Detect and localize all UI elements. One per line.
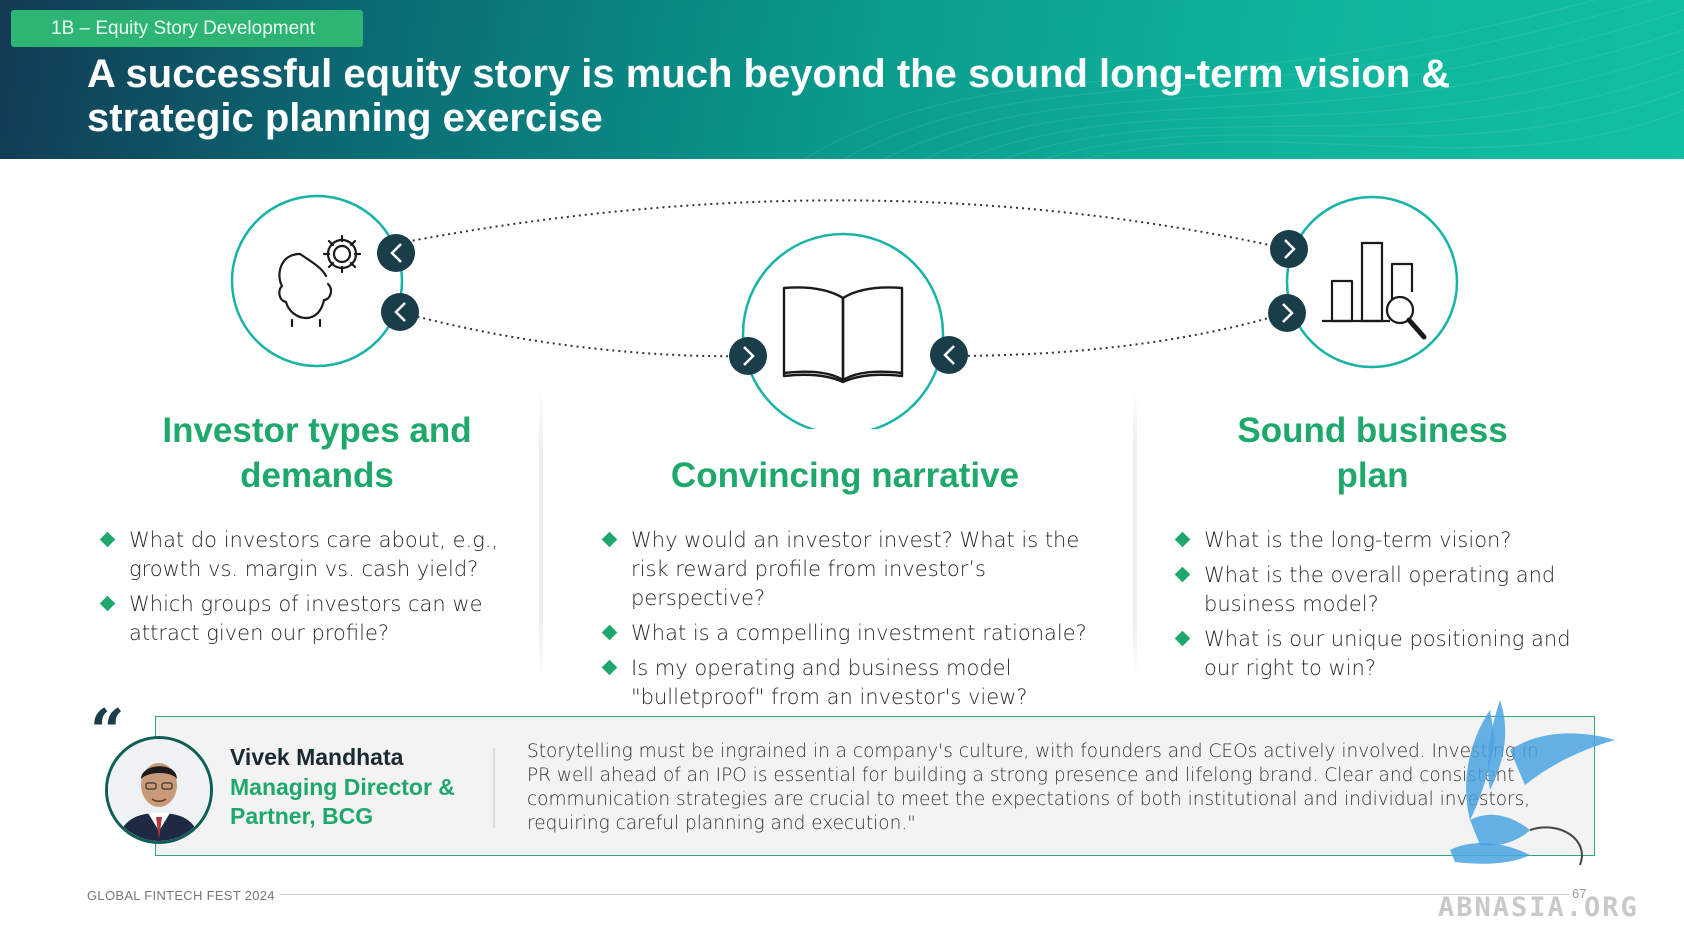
diamond-bullet-icon	[601, 624, 618, 641]
bullet-text: What is the overall operating and busine…	[1204, 563, 1556, 616]
bullet-text: What is the long-term vision?	[1204, 528, 1512, 552]
investor-bullet-list: What do investors care about, e.g., grow…	[98, 526, 518, 654]
bullet-text: What is a compelling investment rational…	[631, 621, 1087, 645]
diamond-bullet-icon	[1174, 566, 1191, 583]
list-item: What is the overall operating and busine…	[1173, 561, 1573, 619]
column-title-investors: Investor types and demands	[162, 411, 472, 495]
footer-event-name: GLOBAL FINTECH FEST 2024	[87, 888, 275, 903]
diamond-bullet-icon	[1174, 531, 1191, 548]
quote-box	[155, 716, 1595, 856]
speaker-name: Vivek Mandhata	[230, 744, 404, 770]
left-dotted-connector	[399, 311, 748, 358]
quote-text: Storytelling must be ingrained in a comp…	[527, 741, 1539, 834]
chevron-left-icon	[377, 234, 415, 272]
list-item: Is my operating and business model "bull…	[600, 654, 1110, 712]
list-item: Why would an investor invest? What is th…	[600, 526, 1110, 613]
speaker-role: Managing Director & Partner, BCG	[230, 774, 455, 829]
wave-pattern	[803, 0, 1684, 159]
bullet-text: Is my operating and business model "bull…	[631, 656, 1028, 709]
chevron-left-icon	[930, 336, 968, 374]
open-book-icon	[782, 286, 904, 384]
page-number: 67	[1572, 886, 1587, 901]
column-divider	[1133, 390, 1137, 680]
bar-chart-magnifier-icon	[1322, 241, 1427, 340]
quote-mark-icon: “	[90, 697, 125, 767]
bullet-text: Why would an investor invest? What is th…	[631, 528, 1080, 610]
section-tag: 1B – Equity Story Development	[11, 10, 363, 47]
chevron-left-icon	[381, 293, 419, 331]
quote-divider	[493, 748, 495, 828]
list-item: What is the long-term vision?	[1173, 526, 1573, 555]
diamond-bullet-icon	[601, 659, 618, 676]
column-divider	[539, 390, 543, 680]
bullet-text: Which groups of investors can we attract…	[129, 592, 483, 645]
list-item: Which groups of investors can we attract…	[98, 590, 518, 648]
diamond-bullet-icon	[99, 595, 116, 612]
diamond-bullet-icon	[99, 531, 116, 548]
bullet-text: What is our unique positioning and our r…	[1204, 627, 1571, 680]
right-dotted-connector	[949, 312, 1287, 357]
list-item: What do investors care about, e.g., grow…	[98, 526, 518, 584]
investor-circle	[230, 194, 404, 368]
chevron-right-icon	[1268, 294, 1306, 332]
chevron-right-icon	[1270, 230, 1308, 268]
person-gear-icon	[278, 234, 362, 328]
list-item: What is our unique positioning and our r…	[1173, 625, 1573, 683]
speaker-photo	[108, 739, 210, 841]
avatar	[105, 736, 213, 844]
watermark-text: ABNASIA.ORG	[1438, 892, 1639, 923]
diamond-bullet-icon	[601, 531, 618, 548]
header-banner: 1B – Equity Story Development A successf…	[0, 0, 1684, 159]
column-title-narrative: Convincing narrative	[670, 456, 1020, 495]
diamond-bullet-icon	[1174, 630, 1191, 647]
list-item: What is a compelling investment rational…	[600, 619, 1110, 648]
footer-rule	[279, 894, 1569, 895]
bullet-text: What do investors care about, e.g., grow…	[129, 528, 499, 581]
watermark-griffin-logo	[1450, 700, 1615, 866]
column-title-business-plan: Sound business plan	[1237, 411, 1508, 495]
page-title: A successful equity story is much beyond…	[87, 52, 1451, 140]
narrative-bullet-list: Why would an investor invest? What is th…	[600, 526, 1110, 718]
equity-story-diagram	[230, 194, 1459, 429]
chevron-right-icon	[729, 337, 767, 375]
business-plan-circle	[1285, 195, 1459, 369]
business-plan-bullet-list: What is the long-term vision? What is th…	[1173, 526, 1573, 689]
